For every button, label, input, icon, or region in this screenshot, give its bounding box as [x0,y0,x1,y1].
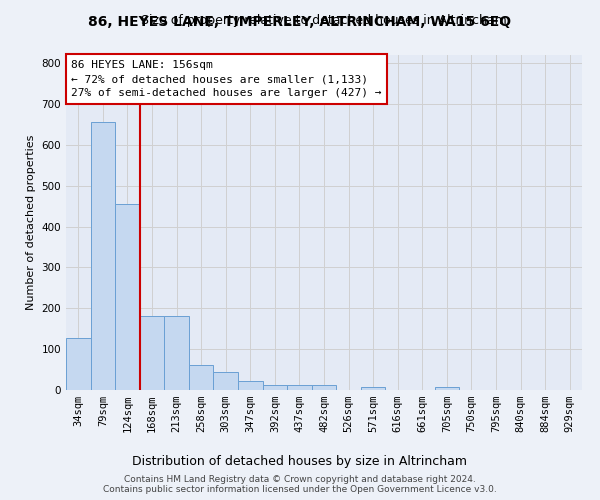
Bar [263,385,287,390]
Bar [238,380,263,390]
Bar [91,122,115,390]
Text: 86 HEYES LANE: 156sqm
← 72% of detached houses are smaller (1,133)
27% of semi-d: 86 HEYES LANE: 156sqm ← 72% of detached … [71,60,382,98]
Bar [287,384,312,390]
Bar [214,372,238,390]
Bar [312,385,336,390]
Bar [66,338,91,390]
Title: Size of property relative to detached houses in Altrincham: Size of property relative to detached ho… [141,14,507,28]
Text: 86, HEYES LANE, TIMPERLEY, ALTRINCHAM, WA15 6EQ: 86, HEYES LANE, TIMPERLEY, ALTRINCHAM, W… [88,15,512,29]
Bar [189,366,214,390]
Bar [434,386,459,390]
Text: Distribution of detached houses by size in Altrincham: Distribution of detached houses by size … [133,454,467,468]
Bar [140,316,164,390]
Bar [115,204,140,390]
Text: Contains public sector information licensed under the Open Government Licence v3: Contains public sector information licen… [103,485,497,494]
Y-axis label: Number of detached properties: Number of detached properties [26,135,36,310]
Bar [361,386,385,390]
Bar [164,316,189,390]
Text: Contains HM Land Registry data © Crown copyright and database right 2024.: Contains HM Land Registry data © Crown c… [124,475,476,484]
